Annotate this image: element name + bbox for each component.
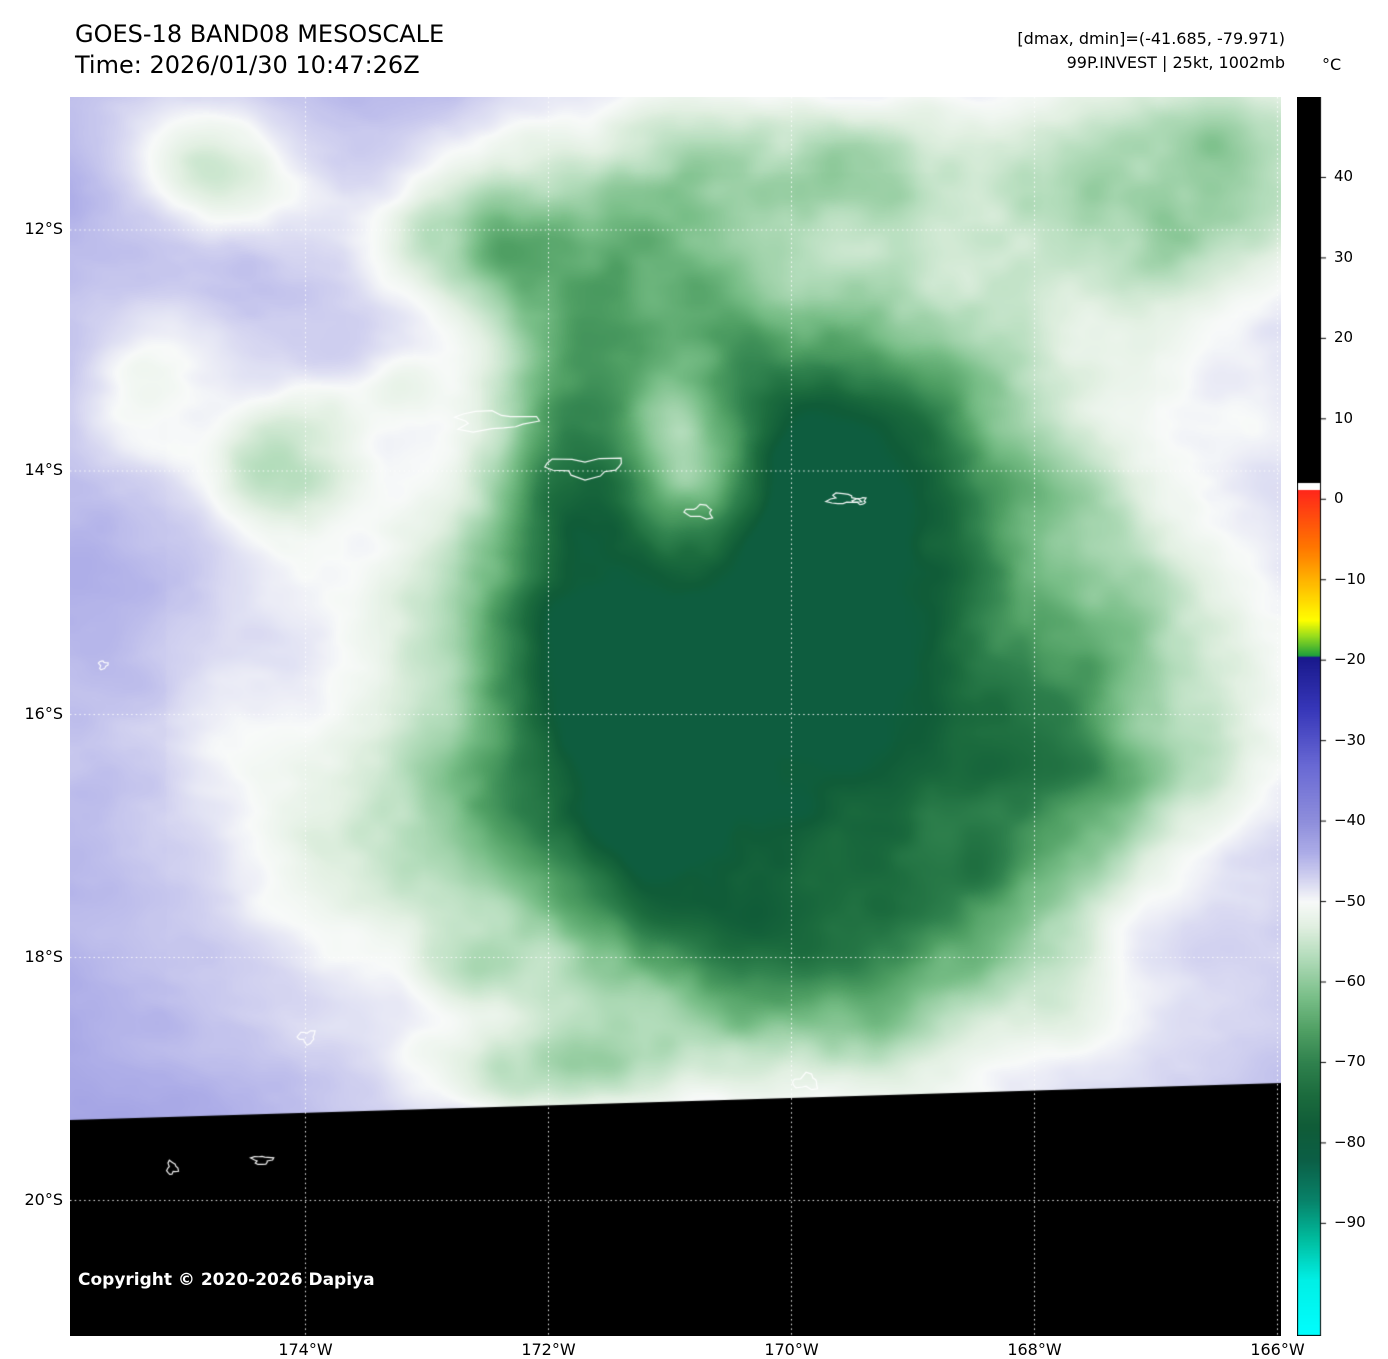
colorbar-tick-label: 10	[1334, 408, 1354, 427]
colorbar-tick-label: −30	[1334, 730, 1366, 749]
lon-tick-label: 172°W	[521, 1340, 576, 1359]
colorbar-tick-label: −40	[1334, 811, 1366, 830]
lat-tick-label: 20°S	[24, 1189, 63, 1209]
colorbar-tick-label: −20	[1334, 650, 1366, 669]
satellite-imagery-map	[70, 97, 1281, 1336]
colorbar-unit-label: °C	[1322, 55, 1342, 74]
product-timestamp: Time: 2026/01/30 10:47:26Z	[75, 51, 420, 79]
colorbar-tick-label: −50	[1334, 891, 1366, 910]
colorbar-tick-label: −10	[1334, 569, 1366, 588]
colorbar-tick-label: 30	[1334, 247, 1354, 266]
lat-tick-label: 18°S	[24, 946, 63, 966]
colorbar-tick-label: −70	[1334, 1052, 1366, 1071]
lon-tick-label: 170°W	[764, 1340, 819, 1359]
dmax-dmin-readout: [dmax, dmin]=(-41.685, -79.971)	[1017, 29, 1285, 48]
colorbar-tick-label: −60	[1334, 972, 1366, 990]
colorbar-tick-label: 20	[1334, 328, 1354, 347]
lon-tick-label: 168°W	[1007, 1340, 1062, 1359]
product-title: GOES-18 BAND08 MESOSCALE	[75, 20, 445, 48]
lon-tick-label: 174°W	[278, 1340, 333, 1359]
storm-info-readout: 99P.INVEST | 25kt, 1002mb	[1066, 53, 1285, 72]
lat-tick-label: 16°S	[24, 703, 63, 723]
copyright-text: Copyright © 2020-2026 Dapiya	[78, 1270, 375, 1290]
colorbar	[1297, 97, 1327, 1336]
colorbar-tick-label: −90	[1334, 1213, 1366, 1232]
lat-tick-label: 12°S	[24, 219, 63, 238]
lat-tick-label: 14°S	[24, 460, 63, 479]
lon-tick-label: 166°W	[1250, 1340, 1305, 1359]
colorbar-tick-label: −80	[1334, 1132, 1366, 1151]
colorbar-tick-label: 0	[1334, 489, 1344, 508]
colorbar-tick-label: 40	[1334, 167, 1354, 186]
